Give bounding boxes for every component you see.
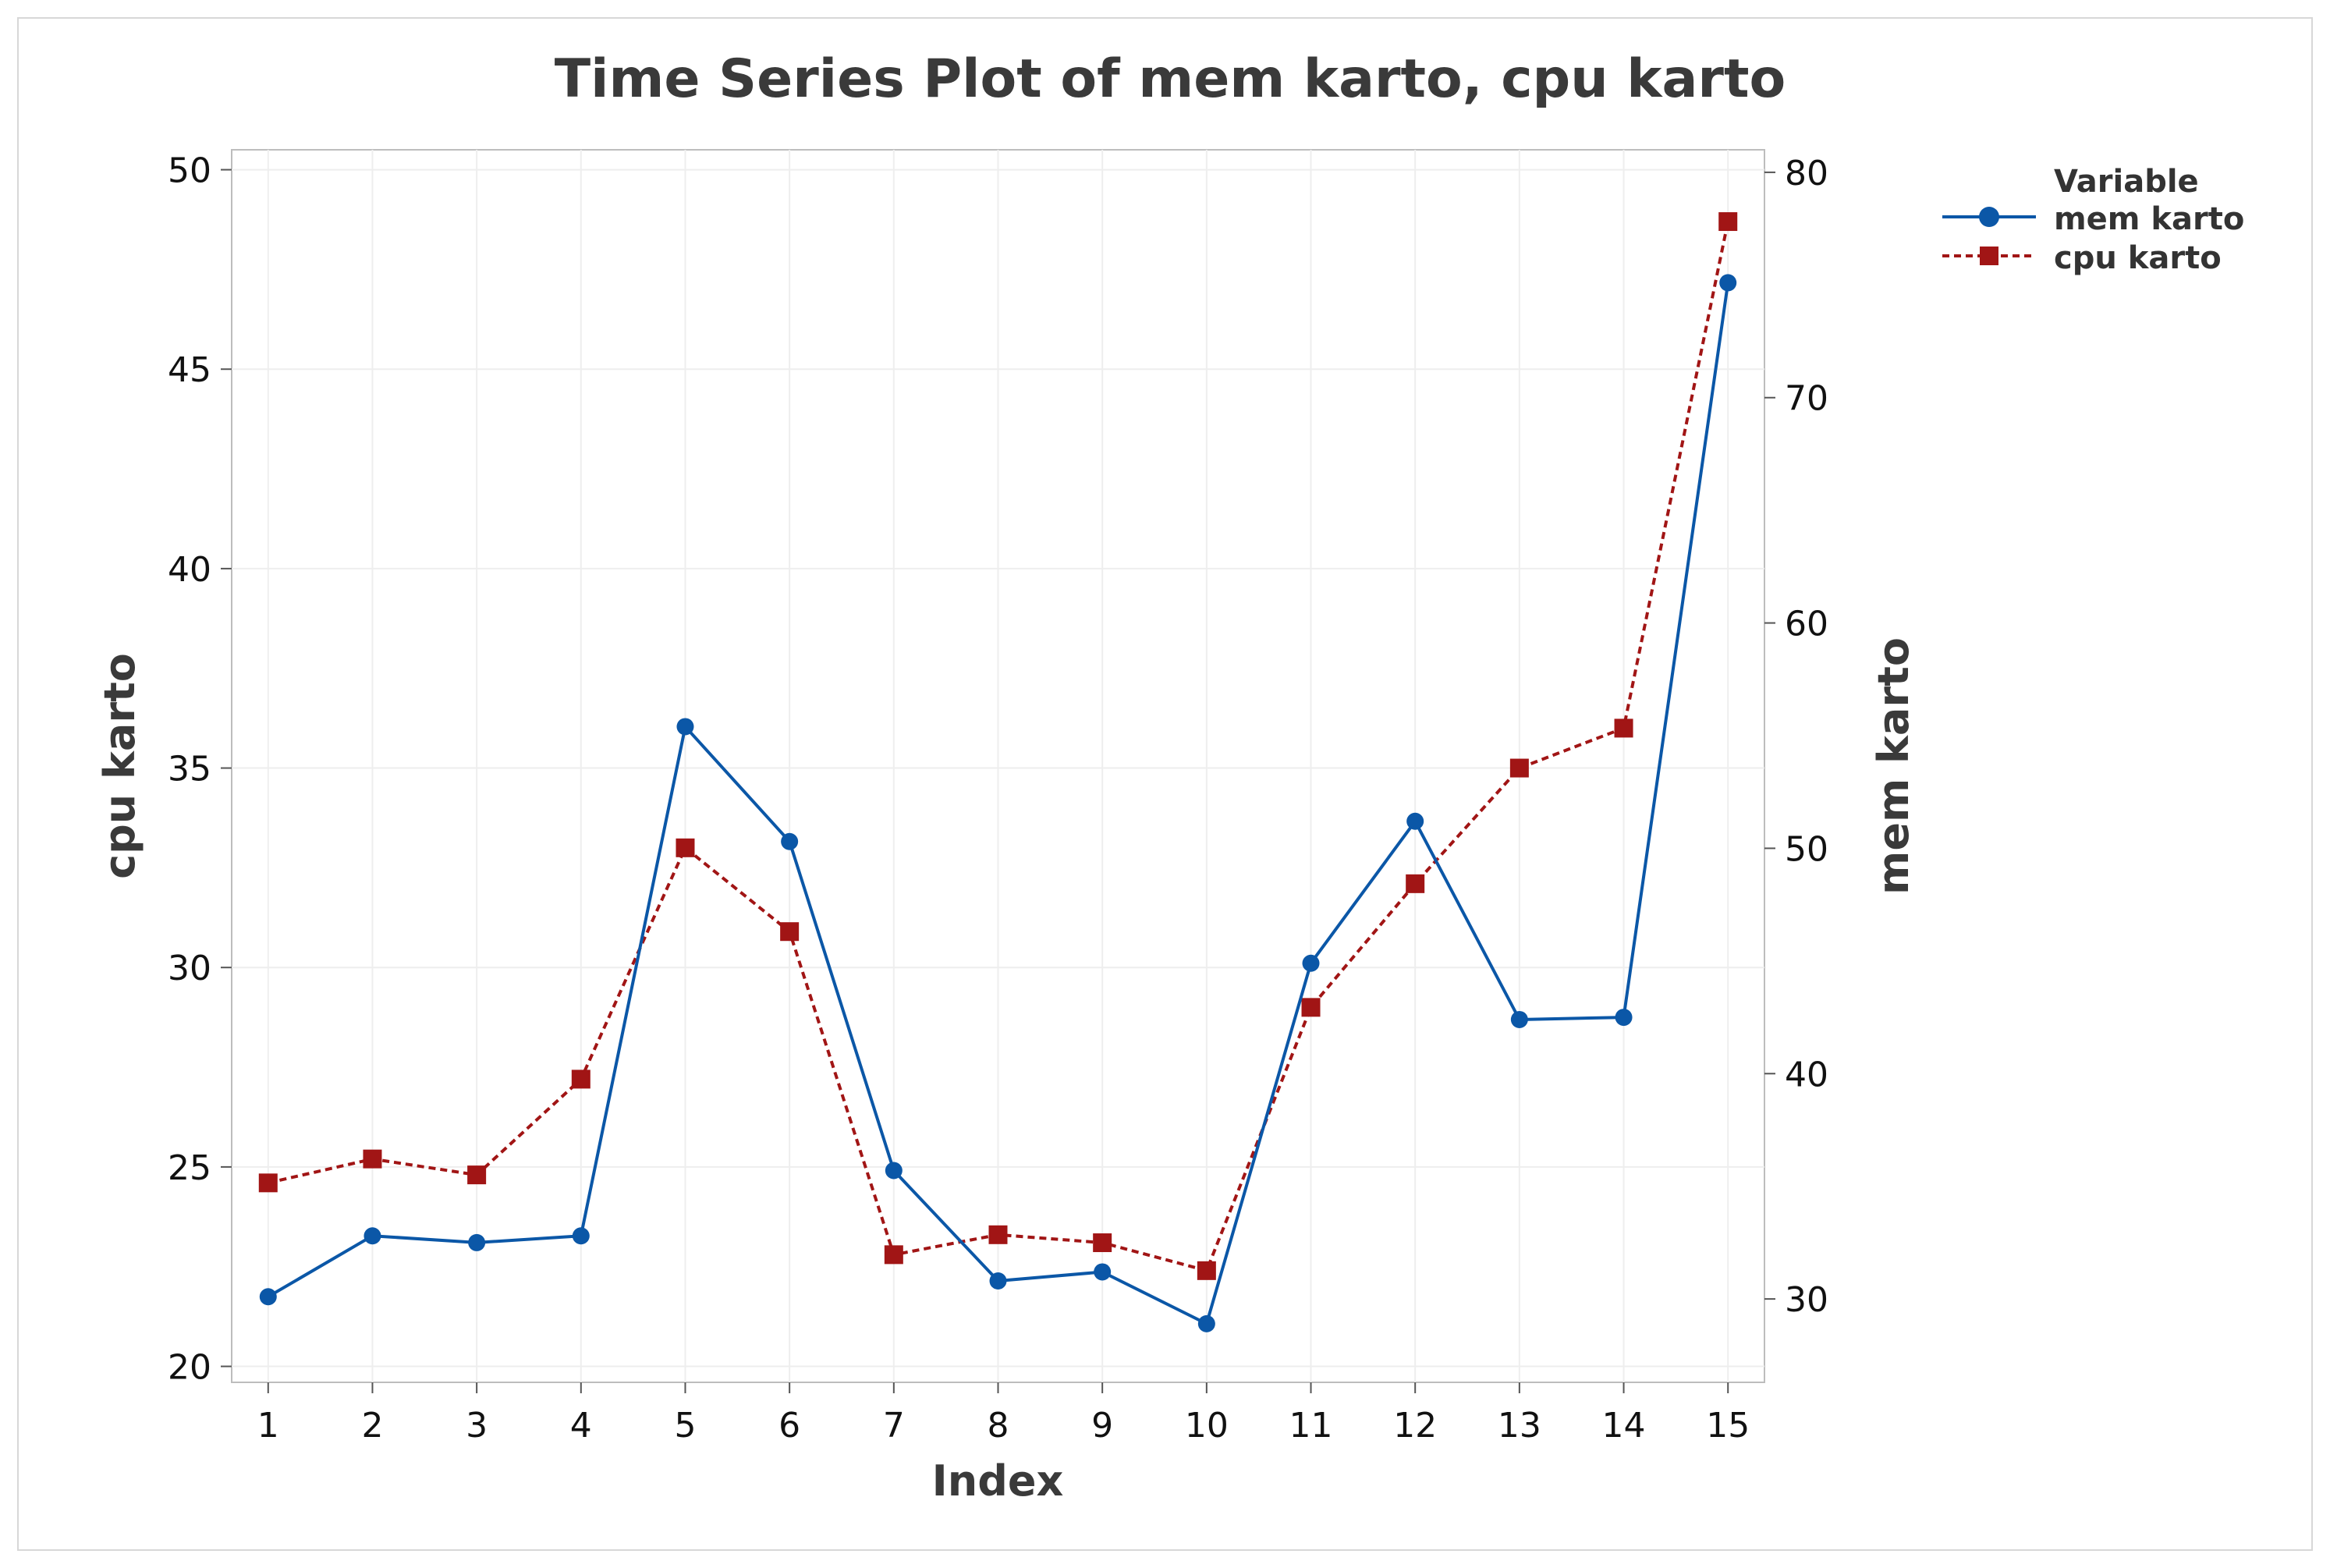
point-cpu-karto [1093, 1233, 1112, 1253]
point-cpu-karto [363, 1149, 382, 1169]
legend-marker-mem-karto [1979, 207, 1999, 227]
x-tick-label: 8 [988, 1406, 1009, 1446]
point-cpu-karto [1718, 212, 1738, 232]
point-mem-karto [572, 1227, 590, 1245]
point-cpu-karto [1197, 1261, 1216, 1280]
left-tick-label: 35 [168, 750, 211, 789]
point-cpu-karto [676, 838, 695, 857]
x-tick-label: 6 [778, 1406, 800, 1446]
left-tick-label: 25 [168, 1148, 211, 1188]
point-mem-karto [885, 1162, 903, 1180]
x-tick-label: 3 [466, 1406, 488, 1446]
point-cpu-karto [988, 1225, 1008, 1244]
x-tick-label: 2 [361, 1406, 383, 1446]
point-mem-karto [676, 718, 694, 736]
legend-label-cpu-karto: cpu karto [2054, 240, 2222, 276]
left-tick-label: 20 [168, 1348, 211, 1388]
point-mem-karto [468, 1233, 486, 1251]
x-tick-label: 7 [883, 1406, 905, 1446]
point-mem-karto [989, 1272, 1007, 1290]
legend: Variable mem karto cpu karto [1942, 164, 2244, 276]
point-mem-karto [1510, 1010, 1528, 1028]
point-mem-karto [259, 1288, 277, 1306]
x-tick-label: 13 [1498, 1406, 1541, 1446]
x-axis-ticks: 1 2 3 4 5 6 7 8 9 10 11 12 13 14 15 [257, 1382, 1750, 1446]
point-mem-karto [1406, 812, 1424, 830]
x-tick-label: 5 [674, 1406, 696, 1446]
legend-label-mem-karto: mem karto [2054, 201, 2244, 237]
right-tick-label: 80 [1785, 154, 1828, 193]
x-tick-label: 4 [570, 1406, 592, 1446]
left-tick-label: 50 [168, 151, 211, 191]
point-cpu-karto [1614, 718, 1633, 738]
x-tick-label: 9 [1091, 1406, 1113, 1446]
legend-title: Variable [2054, 164, 2199, 200]
chart-title: Time Series Plot of mem karto, cpu karto [555, 48, 1786, 110]
x-tick-label: 1 [257, 1406, 279, 1446]
right-tick-label: 50 [1785, 829, 1828, 869]
right-tick-label: 70 [1785, 379, 1828, 419]
point-mem-karto [1094, 1263, 1112, 1281]
left-tick-label: 45 [168, 350, 211, 390]
left-axis-ticks: 20 25 30 35 40 45 50 [168, 151, 232, 1388]
legend-marker-cpu-karto [1980, 247, 1998, 265]
point-mem-karto [1615, 1009, 1633, 1027]
series-layer [258, 212, 1738, 1332]
left-axis-title: cpu karto [95, 653, 144, 879]
point-mem-karto [364, 1227, 381, 1245]
x-axis-title: Index [932, 1456, 1064, 1506]
point-cpu-karto [1301, 998, 1321, 1017]
x-tick-label: 12 [1393, 1406, 1437, 1446]
right-axis-title: mem karto [1869, 637, 1918, 895]
point-cpu-karto [571, 1070, 590, 1089]
right-tick-label: 30 [1785, 1280, 1828, 1320]
right-tick-label: 60 [1785, 605, 1828, 644]
right-tick-label: 40 [1785, 1055, 1828, 1094]
point-mem-karto [781, 832, 799, 850]
grid-lines [232, 150, 1764, 1382]
point-mem-karto [1197, 1314, 1215, 1332]
point-cpu-karto [884, 1245, 903, 1265]
point-cpu-karto [1509, 758, 1529, 778]
point-mem-karto [1719, 274, 1737, 292]
x-tick-label: 11 [1289, 1406, 1333, 1446]
point-mem-karto [1302, 954, 1320, 972]
right-axis-ticks: 30 40 50 60 70 80 [1764, 154, 1828, 1320]
point-cpu-karto [467, 1165, 487, 1185]
x-tick-label: 10 [1185, 1406, 1229, 1446]
left-tick-label: 30 [168, 949, 211, 988]
point-cpu-karto [258, 1173, 278, 1193]
point-cpu-karto [780, 922, 800, 942]
x-tick-label: 15 [1706, 1406, 1750, 1446]
left-tick-label: 40 [168, 550, 211, 590]
point-cpu-karto [1406, 874, 1425, 893]
x-tick-label: 14 [1602, 1406, 1646, 1446]
